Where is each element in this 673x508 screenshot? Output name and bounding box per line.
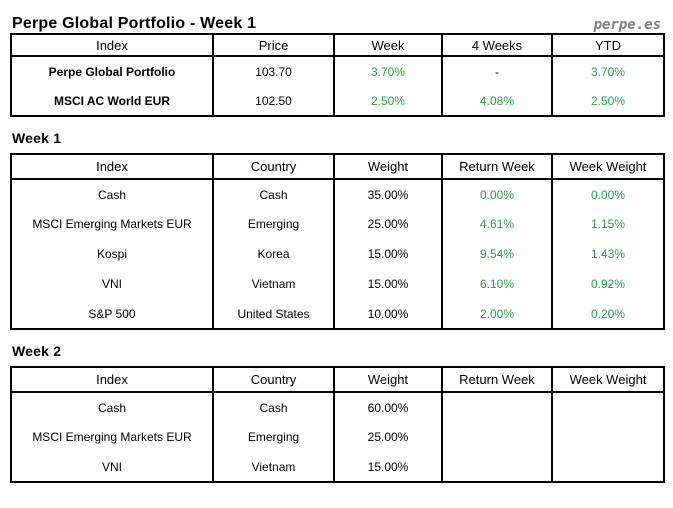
header-row: Index Price Week 4 Weeks YTD	[10, 34, 665, 57]
table-row: Cash Cash 60.00%	[10, 392, 665, 422]
page-title: Perpe Global Portfolio - Week 1	[12, 15, 257, 32]
column-header-week-weight: Week Weight	[551, 367, 665, 393]
week2-table-header: Index Country Weight Return Week Week We…	[10, 367, 665, 393]
return-week-cell	[441, 452, 553, 482]
week-weight-cell: 1.43%	[551, 239, 665, 269]
country-cell: Emerging	[212, 209, 335, 239]
week-weight-cell	[551, 422, 665, 452]
return-week-cell: 0.00%	[441, 179, 553, 209]
country-cell: Cash	[212, 179, 335, 209]
table-row: MSCI Emerging Markets EUR Emerging 25.00…	[10, 209, 665, 239]
summary-table: Index Price Week 4 Weeks YTD Perpe Globa…	[10, 33, 665, 117]
return-week-cell	[441, 392, 553, 422]
price-cell: 103.70	[212, 56, 335, 86]
week-cell: 2.50%	[333, 86, 443, 116]
country-cell: Vietnam	[212, 452, 335, 482]
column-header-weight: Weight	[333, 154, 443, 180]
header-row: Index Country Weight Return Week Week We…	[10, 367, 665, 393]
week-weight-cell: 0.00%	[551, 179, 665, 209]
return-week-cell: 4.61%	[441, 209, 553, 239]
summary-table-header: Index Price Week 4 Weeks YTD	[10, 34, 665, 57]
column-header-return-week: Return Week	[441, 367, 553, 393]
column-header-country: Country	[212, 154, 335, 180]
week-weight-cell: 0.92%	[551, 269, 665, 299]
return-week-cell: 9.54%	[441, 239, 553, 269]
country-cell: Cash	[212, 392, 335, 422]
index-cell: MSCI Emerging Markets EUR	[10, 422, 214, 452]
country-cell: Vietnam	[212, 269, 335, 299]
report-header: Perpe Global Portfolio - Week 1 perpe.es	[10, 8, 663, 33]
four-weeks-cell: -	[441, 56, 553, 86]
column-header-index: Index	[10, 367, 214, 393]
column-header-index: Index	[10, 34, 214, 57]
weight-cell: 25.00%	[333, 209, 443, 239]
table-row: VNI Vietnam 15.00% 6.10% 0.92%	[10, 269, 665, 299]
week-weight-cell: 0.20%	[551, 299, 665, 329]
weight-cell: 10.00%	[333, 299, 443, 329]
week1-table: Index Country Weight Return Week Week We…	[10, 153, 665, 330]
index-cell: Cash	[10, 179, 214, 209]
weight-cell: 15.00%	[333, 452, 443, 482]
section-title-week2: Week 2	[12, 343, 62, 359]
country-cell: Korea	[212, 239, 335, 269]
column-header-price: Price	[212, 34, 335, 57]
weight-cell: 35.00%	[333, 179, 443, 209]
weight-cell: 15.00%	[333, 269, 443, 299]
index-cell: VNI	[10, 452, 214, 482]
column-header-index: Index	[10, 154, 214, 180]
table-row: Kospi Korea 15.00% 9.54% 1.43%	[10, 239, 665, 269]
column-header-country: Country	[212, 367, 335, 393]
weight-cell: 25.00%	[333, 422, 443, 452]
week2-table: Index Country Weight Return Week Week We…	[10, 366, 665, 483]
section-title-week1: Week 1	[12, 130, 62, 146]
brand-logo: perpe.es	[593, 17, 661, 33]
index-cell: Perpe Global Portfolio	[10, 56, 214, 86]
week-cell: 3.70%	[333, 56, 443, 86]
index-cell: MSCI AC World EUR	[10, 86, 214, 116]
column-header-week-weight: Week Weight	[551, 154, 665, 180]
report-page: Perpe Global Portfolio - Week 1 perpe.es…	[10, 8, 665, 483]
column-header-week: Week	[333, 34, 443, 57]
table-row: Cash Cash 35.00% 0.00% 0.00%	[10, 179, 665, 209]
country-cell: United States	[212, 299, 335, 329]
country-cell: Emerging	[212, 422, 335, 452]
week-weight-cell	[551, 392, 665, 422]
index-cell: Cash	[10, 392, 214, 422]
table-row: Perpe Global Portfolio 103.70 3.70% - 3.…	[10, 56, 665, 86]
ytd-cell: 3.70%	[551, 56, 665, 86]
weight-cell: 60.00%	[333, 392, 443, 422]
table-row: VNI Vietnam 15.00%	[10, 452, 665, 482]
column-header-ytd: YTD	[551, 34, 665, 57]
column-header-return-week: Return Week	[441, 154, 553, 180]
return-week-cell	[441, 422, 553, 452]
index-cell: MSCI Emerging Markets EUR	[10, 209, 214, 239]
ytd-cell: 2.50%	[551, 86, 665, 116]
return-week-cell: 2.00%	[441, 299, 553, 329]
column-header-4weeks: 4 Weeks	[441, 34, 553, 57]
weight-cell: 15.00%	[333, 239, 443, 269]
four-weeks-cell: 4.08%	[441, 86, 553, 116]
return-week-cell: 6.10%	[441, 269, 553, 299]
week-weight-cell: 1.15%	[551, 209, 665, 239]
index-cell: Kospi	[10, 239, 214, 269]
header-row: Index Country Weight Return Week Week We…	[10, 154, 665, 180]
price-cell: 102.50	[212, 86, 335, 116]
index-cell: S&P 500	[10, 299, 214, 329]
table-row: MSCI AC World EUR 102.50 2.50% 4.08% 2.5…	[10, 86, 665, 116]
table-row: S&P 500 United States 10.00% 2.00% 0.20%	[10, 299, 665, 329]
week-weight-cell	[551, 452, 665, 482]
index-cell: VNI	[10, 269, 214, 299]
week1-table-header: Index Country Weight Return Week Week We…	[10, 154, 665, 180]
column-header-weight: Weight	[333, 367, 443, 393]
table-row: MSCI Emerging Markets EUR Emerging 25.00…	[10, 422, 665, 452]
